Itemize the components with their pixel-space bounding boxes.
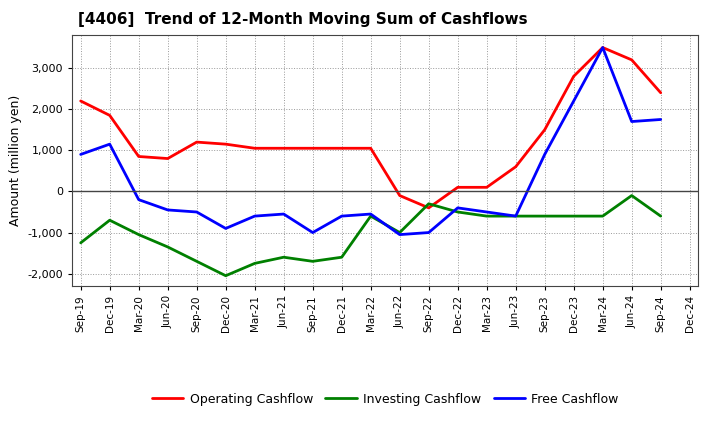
Line: Operating Cashflow: Operating Cashflow: [81, 48, 661, 208]
Free Cashflow: [627, 119, 636, 124]
Investing Cashflow: [221, 273, 230, 279]
Investing Cashflow: [163, 244, 172, 249]
Investing Cashflow: [627, 193, 636, 198]
Free Cashflow: [598, 45, 607, 50]
Free Cashflow: [541, 152, 549, 157]
Free Cashflow: [338, 213, 346, 219]
Line: Free Cashflow: Free Cashflow: [81, 48, 661, 235]
Y-axis label: Amount (million yen): Amount (million yen): [9, 95, 22, 226]
Operating Cashflow: [308, 146, 317, 151]
Free Cashflow: [570, 99, 578, 104]
Operating Cashflow: [135, 154, 143, 159]
Free Cashflow: [192, 209, 201, 215]
Text: [4406]  Trend of 12-Month Moving Sum of Cashflows: [4406] Trend of 12-Month Moving Sum of C…: [78, 12, 528, 27]
Free Cashflow: [135, 197, 143, 202]
Operating Cashflow: [366, 146, 375, 151]
Operating Cashflow: [657, 90, 665, 95]
Investing Cashflow: [541, 213, 549, 219]
Operating Cashflow: [163, 156, 172, 161]
Investing Cashflow: [76, 240, 85, 246]
Free Cashflow: [395, 232, 404, 237]
Investing Cashflow: [482, 213, 491, 219]
Operating Cashflow: [598, 45, 607, 50]
Line: Investing Cashflow: Investing Cashflow: [81, 195, 661, 276]
Legend: Operating Cashflow, Investing Cashflow, Free Cashflow: Operating Cashflow, Investing Cashflow, …: [147, 388, 624, 411]
Investing Cashflow: [192, 259, 201, 264]
Free Cashflow: [657, 117, 665, 122]
Investing Cashflow: [511, 213, 520, 219]
Free Cashflow: [251, 213, 259, 219]
Operating Cashflow: [279, 146, 288, 151]
Investing Cashflow: [338, 255, 346, 260]
Investing Cashflow: [598, 213, 607, 219]
Investing Cashflow: [105, 217, 114, 223]
Free Cashflow: [366, 211, 375, 216]
Free Cashflow: [76, 152, 85, 157]
Investing Cashflow: [657, 213, 665, 219]
Investing Cashflow: [570, 213, 578, 219]
Operating Cashflow: [570, 73, 578, 79]
Operating Cashflow: [541, 127, 549, 132]
Investing Cashflow: [395, 230, 404, 235]
Operating Cashflow: [454, 185, 462, 190]
Free Cashflow: [308, 230, 317, 235]
Free Cashflow: [424, 230, 433, 235]
Free Cashflow: [454, 205, 462, 210]
Operating Cashflow: [192, 139, 201, 145]
Free Cashflow: [279, 211, 288, 216]
Operating Cashflow: [338, 146, 346, 151]
Free Cashflow: [221, 226, 230, 231]
Investing Cashflow: [454, 209, 462, 215]
Free Cashflow: [105, 142, 114, 147]
Operating Cashflow: [424, 205, 433, 210]
Operating Cashflow: [482, 185, 491, 190]
Operating Cashflow: [251, 146, 259, 151]
Operating Cashflow: [511, 164, 520, 169]
Investing Cashflow: [135, 232, 143, 237]
Operating Cashflow: [395, 193, 404, 198]
Investing Cashflow: [279, 255, 288, 260]
Free Cashflow: [511, 213, 520, 219]
Investing Cashflow: [424, 201, 433, 206]
Investing Cashflow: [308, 259, 317, 264]
Free Cashflow: [482, 209, 491, 215]
Free Cashflow: [163, 207, 172, 213]
Operating Cashflow: [76, 99, 85, 104]
Operating Cashflow: [221, 142, 230, 147]
Operating Cashflow: [105, 113, 114, 118]
Investing Cashflow: [366, 213, 375, 219]
Operating Cashflow: [627, 57, 636, 62]
Investing Cashflow: [251, 261, 259, 266]
